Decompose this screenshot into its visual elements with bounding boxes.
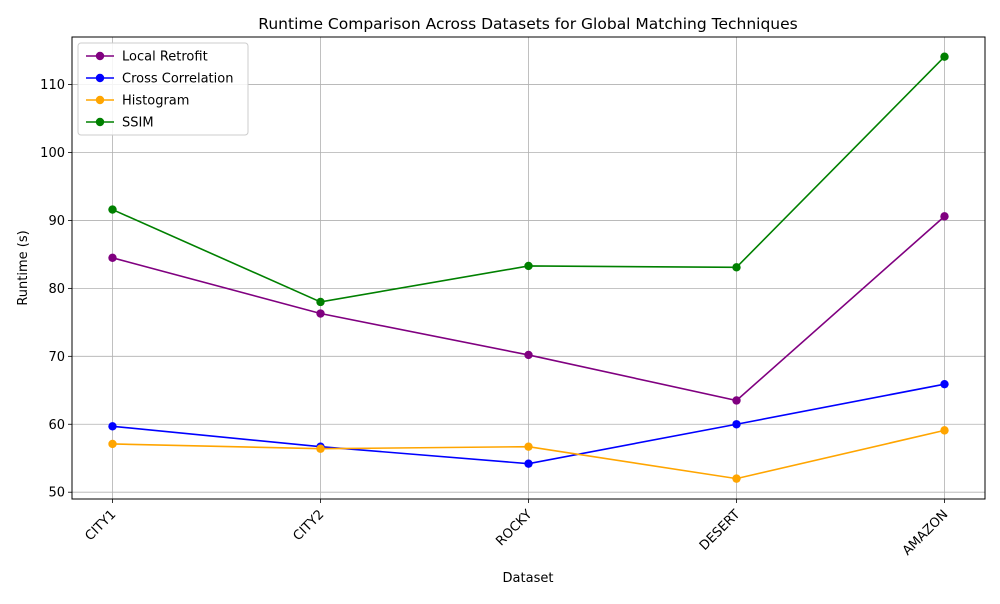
data-point-ssim (940, 52, 949, 61)
data-point-cross-correlation (732, 420, 741, 429)
x-tick-label: ROCKY (493, 507, 535, 549)
plot-frame (71, 36, 986, 500)
data-point-ssim (524, 261, 533, 271)
data-point-ssim (732, 263, 741, 272)
data-point-local-retrofit (108, 253, 117, 263)
y-tick-label: 70 (48, 350, 65, 365)
data-point-local-retrofit (316, 309, 325, 318)
legend-marker-cross-correlation (95, 73, 105, 83)
data-point-ssim (316, 297, 325, 307)
y-tick-label: 110 (40, 78, 65, 93)
x-tick-label: CITY2 (291, 507, 328, 544)
legend-label-histogram: Histogram (122, 94, 189, 109)
data-point-local-retrofit (524, 350, 533, 360)
legend-label-cross-correlation: Cross Correlation (122, 72, 233, 87)
legend-box (77, 42, 249, 136)
data-point-histogram (524, 442, 533, 451)
data-point-histogram (108, 439, 117, 449)
y-tick-label: 50 (48, 486, 65, 501)
data-point-cross-correlation (108, 422, 117, 431)
y-tick-label: 80 (48, 282, 65, 297)
x-tick-label: CITY1 (83, 507, 120, 544)
x-tick-label: AMAZON (900, 507, 952, 559)
y-axis-label: Runtime (s) (16, 230, 31, 305)
chart-title: Runtime Comparison Across Datasets for G… (258, 15, 797, 33)
y-tick-label: 60 (48, 418, 65, 433)
legend-label-ssim: SSIM (122, 116, 154, 131)
legend-marker-local-retrofit (95, 51, 105, 61)
data-point-local-retrofit (940, 212, 949, 221)
legend-label-local-retrofit: Local Retrofit (122, 50, 208, 65)
data-point-histogram (316, 444, 325, 453)
axes: 50 60 70 80 90 100 110 CITY1 CITY2 ROCKY DESERT AMA… (40, 78, 951, 559)
data-point-cross-correlation (940, 379, 949, 389)
data-point-histogram (732, 474, 741, 483)
series-layer (108, 52, 949, 483)
y-tick-label: 90 (48, 214, 65, 229)
legend-marker-ssim (95, 117, 105, 127)
x-tick-label: DESERT (697, 507, 744, 554)
legend-marker-histogram (95, 95, 105, 105)
data-point-local-retrofit (732, 396, 741, 405)
data-point-cross-correlation (524, 459, 533, 468)
y-tick-label: 100 (40, 146, 65, 161)
legend: Local Retrofit Cross Correlation Histogram… (77, 42, 249, 136)
x-axis-label: Dataset (503, 571, 554, 586)
data-point-histogram (940, 426, 949, 435)
data-point-ssim (108, 205, 117, 214)
